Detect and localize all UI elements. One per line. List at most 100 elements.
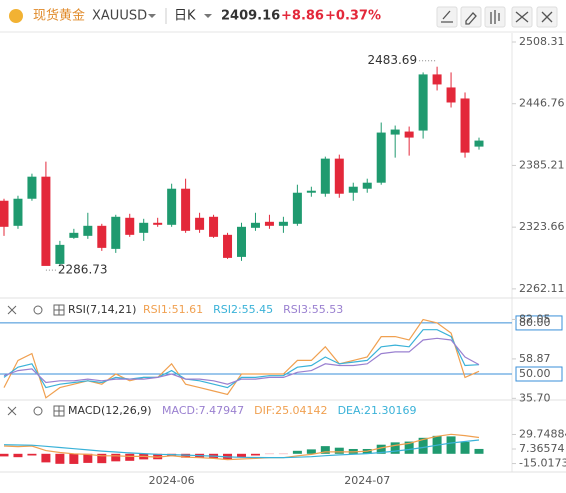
dropdown-caret[interactable] [148,14,156,18]
candle-body [181,188,191,231]
x-tick-label: 2024-07 [344,474,390,487]
y-tick-label: 82.05 [519,312,551,325]
candle-body [153,222,163,225]
histogram-bar [111,453,121,462]
y-tick-label: 58.87 [519,352,551,365]
toolbar [436,6,558,28]
edit-icon [465,12,477,25]
y-tick-label: 2385.21 [519,158,565,171]
candle-body [404,131,414,138]
candle-body [83,225,93,236]
gold-icon [9,9,23,23]
histogram-bar [97,453,107,464]
remove-icon[interactable] [7,406,17,416]
level-label-box [515,315,563,331]
candle-body [264,221,274,226]
y-tick-label: 2262.11 [519,282,565,295]
dropdown-caret[interactable] [204,14,212,18]
level-label: 80.00 [519,316,551,329]
histogram-bar [13,453,23,458]
histogram-bar [55,453,65,464]
remove-icon[interactable] [7,305,17,315]
series-line [3,329,480,389]
price: 2409.16 [221,9,280,24]
legend-entry: RSI2:55.45 [213,303,273,316]
candle-body [69,232,79,238]
histogram-bar [418,437,428,454]
expand-icon-cross [54,305,64,315]
candle-body [432,74,442,85]
close-icon [541,11,553,23]
candle-body [250,222,260,228]
edit-button[interactable] [460,6,482,28]
fullscreen-icon [515,11,529,23]
legend-entry: DEA:21.30169 [338,404,417,417]
settings-icon[interactable] [33,305,43,315]
draw-icon [441,10,453,23]
y-tick-label: -15.01736 [519,457,566,470]
settings-icon[interactable] [33,406,43,416]
histogram-bar [376,444,386,454]
candle-body [167,188,177,225]
period[interactable]: 日K [174,9,196,24]
histogram-bar [390,442,400,454]
candle-body [111,216,121,249]
y-tick-label: 35.70 [519,391,551,404]
histogram-bar [27,453,37,456]
macd-title: MACD(12,26,9) [68,404,152,417]
draw-button[interactable] [436,6,458,28]
candle-body [362,182,372,189]
series-line [3,337,480,385]
histogram-bar [181,453,191,458]
candle-body [376,132,386,183]
histogram-bar [41,453,51,463]
candle-body [97,225,107,248]
candle-body [474,140,484,147]
histogram-bar [250,453,260,456]
toolbar-icons [441,10,553,25]
histogram-bar [474,448,484,454]
histogram-bar [334,447,344,454]
level-label: 50.00 [519,367,551,380]
candle-body [41,176,51,266]
candle-body [0,200,9,227]
candle-body [195,217,205,230]
annotation: 2483.69 [367,53,417,67]
series-line [3,439,480,459]
y-tick-label: 2323.66 [519,220,565,233]
histogram-bar [446,436,456,454]
candle-body [237,226,246,257]
x-tick-label: 2024-06 [149,474,195,487]
symbol[interactable]: XAUUSD [92,9,147,24]
histogram-bar [306,449,316,454]
change: +8.86 [281,9,324,24]
candle-body [223,234,233,258]
rsi-controls [7,304,65,316]
level-label-box [515,366,563,382]
histogram-bar [0,453,9,457]
histogram-bar [125,453,135,461]
candle-body [27,176,37,199]
candle-body [418,74,428,131]
candle-body [446,87,456,103]
candle-body [13,198,23,226]
histogram-bar [69,453,79,464]
candle-body [320,158,330,194]
candle-body [460,98,470,153]
candle-body [306,190,316,193]
series-line [3,433,480,461]
histogram-bar [237,453,246,458]
legend-entry: RSI3:55.53 [283,303,343,316]
legend-entry: MACD:7.47947 [162,404,244,417]
indicator-icon [490,10,500,24]
candle-body [334,158,344,194]
candle-body [139,222,149,233]
histogram-bar [83,453,93,463]
candle-body [292,192,302,224]
y-tick-label: 7.36574 [519,442,565,455]
legend-entry: RSI1:51.61 [143,303,203,316]
instrument-name[interactable]: 现货黄金 [33,8,85,24]
histogram-bar [320,446,330,454]
